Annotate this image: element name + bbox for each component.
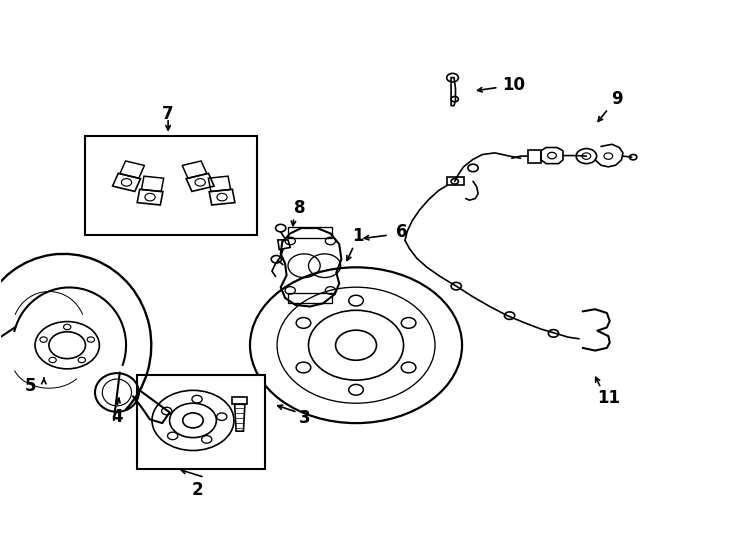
Text: 11: 11	[597, 389, 619, 407]
Text: 4: 4	[111, 408, 123, 426]
Text: 2: 2	[192, 481, 203, 499]
Text: 8: 8	[294, 199, 305, 217]
Text: 1: 1	[352, 227, 363, 245]
Bar	[85, 136, 258, 235]
Bar	[528, 150, 541, 163]
Text: 10: 10	[502, 76, 525, 93]
Text: 5: 5	[25, 376, 37, 395]
Text: 9: 9	[611, 90, 623, 108]
Bar	[137, 375, 265, 469]
Text: 7: 7	[162, 105, 174, 123]
Text: 3: 3	[299, 409, 310, 427]
Text: 6: 6	[396, 224, 408, 241]
Bar	[448, 177, 464, 185]
